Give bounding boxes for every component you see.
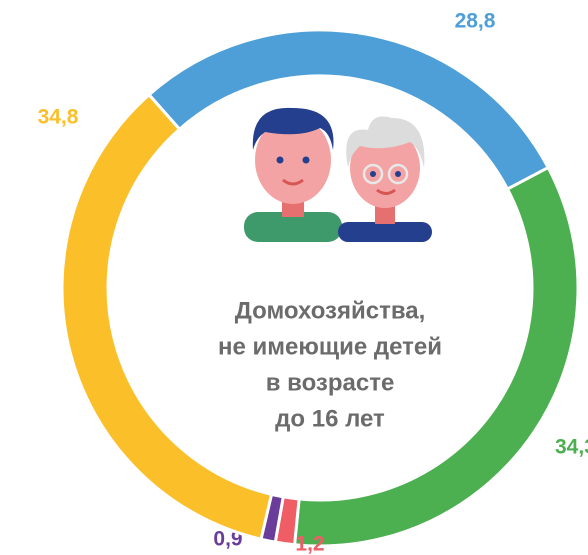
- center-text: до 16 лет: [275, 405, 385, 432]
- donut-segment: [146, 28, 551, 192]
- value-label: 34,8: [38, 106, 79, 129]
- center-text: в возрасте: [266, 369, 395, 396]
- donut-segment: [60, 92, 274, 541]
- center-text: не имеющие детей: [218, 333, 442, 360]
- icon-people: [244, 107, 432, 242]
- center-text: Домохозяйства,: [235, 297, 426, 324]
- value-label: 34,3: [555, 436, 588, 459]
- value-label: 28,8: [455, 10, 496, 33]
- value-label: 1,2: [295, 533, 324, 555]
